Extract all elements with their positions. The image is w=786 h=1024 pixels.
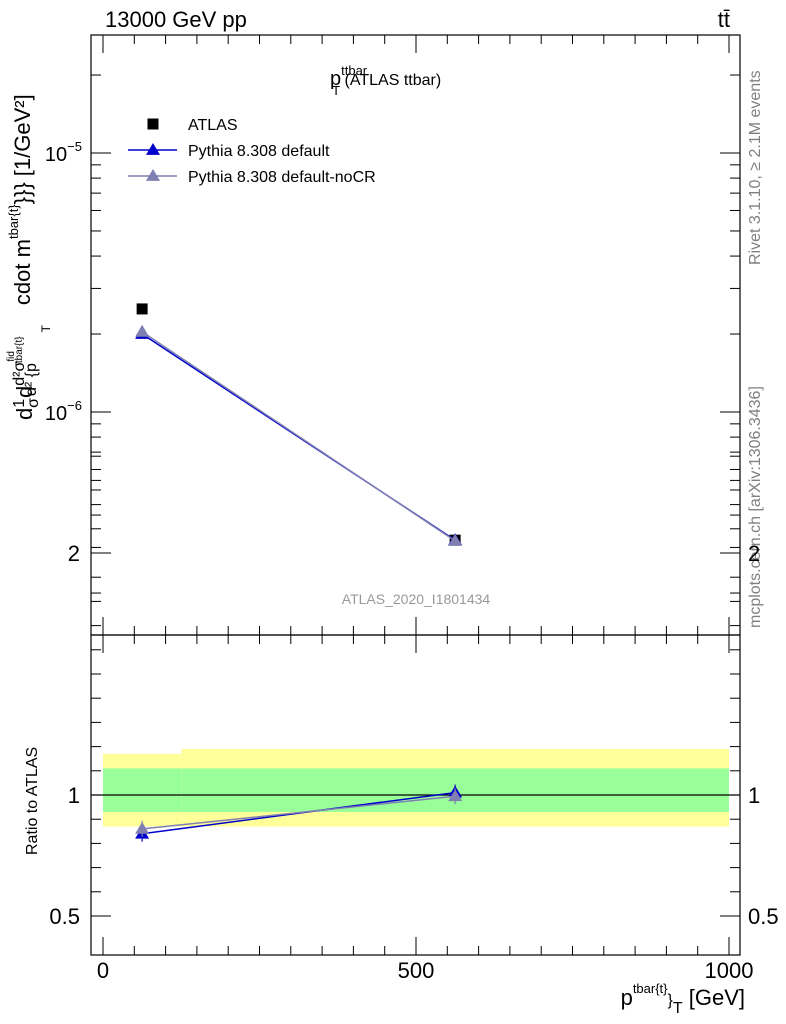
svg-text:d1σdd²σfidd² {ptbar{t}Tcdot mt: d1σdd²σfidd² {ptbar{t}Tcdot mtbar{t}}}} … [6, 94, 53, 420]
legend-label: Pythia 8.308 default [188, 143, 330, 160]
ratio-y-tick-label: 1 [68, 783, 80, 808]
ratio-y-tick-label-right: 2 [748, 541, 760, 566]
ratio-point [448, 789, 463, 802]
ratio-bands [103, 749, 729, 827]
legend: ATLAS Pythia 8.308 default Pythia 8.308 de… [128, 117, 376, 186]
header-left: 13000 GeV pp [105, 7, 247, 32]
legend-marker [146, 143, 160, 155]
data-point [136, 303, 148, 315]
x-tick-label: 1000 [705, 958, 754, 983]
x-tick-label: 0 [97, 958, 109, 983]
main-y-axis-label: d1σdd²σfidd² {ptbar{t}Tcdot mtbar{t}}}} … [6, 94, 53, 420]
ratio-band-inner [103, 768, 182, 812]
main-axis-ticks: 10−6 10−5 [45, 35, 740, 635]
data-point [448, 533, 463, 546]
series-line [141, 331, 456, 542]
ratio-y-tick-label: 2 [68, 541, 80, 566]
plot-title: pttbar T (ATLAS ttbar) [330, 63, 441, 98]
ratio-y-tick-label-right: 1 [748, 783, 760, 808]
legend-marker [146, 169, 160, 181]
ratio-y-axis-label: Ratio to ATLAS [24, 747, 41, 855]
legend-label: Pythia 8.308 default-noCR [188, 169, 376, 186]
ratio-y-tick-label: 0.5 [49, 904, 80, 929]
mcplots-label: mcplots.cern.ch [arXiv:1306.3436] [747, 386, 764, 628]
analysis-id: ATLAS_2020_I1801434 [342, 591, 491, 607]
ratio-axis-ticks: 0.5 0.5 1 1 2 2 0 500 1000 [49, 455, 779, 983]
header-right: tt̄ [718, 7, 730, 32]
x-tick-label: 500 [398, 958, 435, 983]
data-point [135, 324, 150, 337]
ratio-series [135, 784, 463, 842]
ratio-line [142, 795, 456, 830]
legend-marker [147, 118, 159, 130]
legend-label: ATLAS [188, 117, 238, 134]
y-tick-label: 10−5 [45, 139, 82, 166]
ratio-point [135, 821, 150, 834]
rivet-label: Rivet 3.1.10, ≥ 2.1M events [747, 70, 764, 265]
main-series [135, 303, 463, 546]
x-axis-label: ptbar{t}}T [GeV] [621, 981, 745, 1017]
y-tick-label: 10−6 [45, 398, 82, 425]
ratio-y-tick-label-right: 0.5 [748, 904, 779, 929]
